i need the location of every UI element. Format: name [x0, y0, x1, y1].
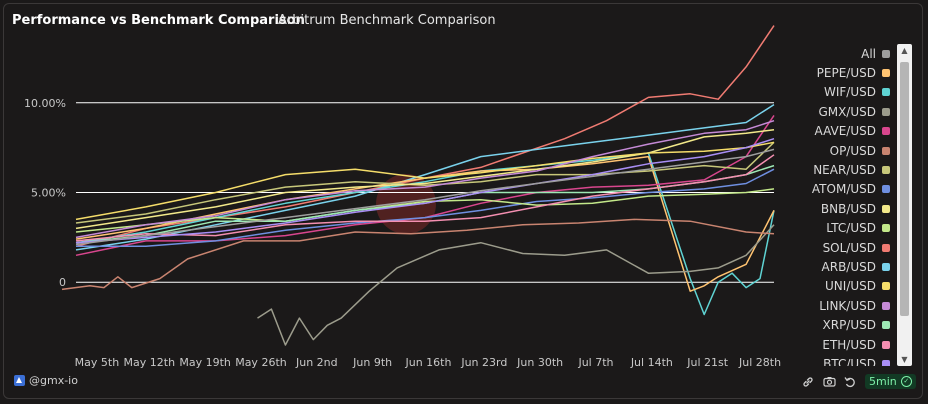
legend-swatch	[882, 282, 890, 291]
legend-swatch	[882, 262, 890, 271]
legend-item-op-usd[interactable]: OP/USD	[780, 141, 894, 160]
legend-item-sol-usd[interactable]: SOL/USD	[780, 238, 894, 257]
legend-item-near-usd[interactable]: NEAR/USD	[780, 160, 894, 179]
legend-label: NEAR/USD	[813, 163, 876, 178]
series-line-ltc-usd[interactable]	[75, 188, 775, 233]
legend-label: BNB/USD	[820, 201, 876, 216]
legend-label: BTC/USD	[823, 356, 876, 366]
series-line-arb-usd[interactable]	[75, 103, 775, 251]
link-icon[interactable]	[800, 375, 816, 389]
legend-swatch	[882, 166, 890, 175]
y-tick-label: 0	[59, 276, 66, 289]
x-tick-label: May 26th	[235, 356, 287, 369]
legend-swatch	[882, 204, 890, 213]
series-line-atom-usd[interactable]	[76, 168, 775, 248]
legend-item-atom-usd[interactable]: ATOM/USD	[780, 180, 894, 199]
series-line-link-usd[interactable]	[75, 119, 775, 239]
legend-item-uni-usd[interactable]: UNI/USD	[780, 277, 894, 296]
x-tick-label: Jun 16th	[405, 356, 452, 369]
legend-item-gmx-usd[interactable]: GMX/USD	[780, 102, 894, 121]
camera-icon[interactable]	[821, 375, 837, 389]
legend-label: LTC/USD	[826, 221, 876, 236]
legend-swatch	[882, 107, 890, 116]
y-tick-label: 10.00%	[24, 97, 66, 110]
chart-toolbar: 5min ✓	[800, 374, 916, 389]
legend-label: ARB/USD	[821, 259, 876, 274]
legend-swatch	[882, 185, 890, 194]
scroll-thumb[interactable]	[900, 62, 909, 316]
x-tick-label: Jun 23rd	[460, 356, 507, 369]
legend-item-arb-usd[interactable]: ARB/USD	[780, 257, 894, 276]
series-line-all[interactable]	[75, 148, 775, 246]
legend-swatch	[882, 88, 890, 97]
legend-label: WIF/USD	[824, 85, 876, 100]
legend-item-eth-usd[interactable]: ETH/USD	[780, 335, 894, 354]
brand-handle: @gmx-io	[29, 374, 78, 387]
series-line-bnb-usd[interactable]	[75, 128, 775, 230]
series-line-near-usd[interactable]	[75, 141, 775, 224]
legend-item-pepe-usd[interactable]: PEPE/USD	[780, 63, 894, 82]
x-tick-label: May 19th	[179, 356, 231, 369]
legend-swatch	[882, 49, 890, 58]
series-line-gmx-usd[interactable]	[257, 224, 775, 346]
legend-swatch	[882, 301, 890, 310]
series-line-wif-usd[interactable]	[75, 152, 775, 316]
scroll-down-icon[interactable]: ▼	[901, 355, 908, 364]
legend-swatch	[882, 127, 890, 136]
refresh-interval-badge[interactable]: 5min ✓	[865, 374, 916, 389]
x-tick-label: Jul 14th	[630, 356, 673, 369]
legend-item-aave-usd[interactable]: AAVE/USD	[780, 122, 894, 141]
series-line-op-usd[interactable]	[61, 218, 775, 291]
legend-label: OP/USD	[829, 143, 876, 158]
chart-subtitle: Arbitrum Benchmark Comparison	[278, 13, 496, 28]
legend-scrollbar[interactable]: ▲ ▼	[897, 44, 912, 366]
chart-title: Performance vs Benchmark Comparison	[12, 13, 305, 28]
legend-label: AAVE/USD	[814, 124, 876, 139]
legend-label: UNI/USD	[825, 279, 876, 294]
x-tick-label: Jul 28th	[738, 356, 781, 369]
legend-item-ltc-usd[interactable]: LTC/USD	[780, 219, 894, 238]
undo-icon[interactable]	[842, 375, 858, 389]
x-tick-label: Jun 2nd	[295, 356, 338, 369]
legend-label: LINK/USD	[819, 298, 876, 313]
x-tick-label: Jun 30th	[516, 356, 563, 369]
x-tick-label: Jun 9th	[352, 356, 392, 369]
series-line-eth-usd[interactable]	[75, 154, 775, 242]
legend-swatch	[882, 340, 890, 349]
legend-item-bnb-usd[interactable]: BNB/USD	[780, 199, 894, 218]
legend-label: All	[861, 46, 876, 61]
x-tick-label: May 5th	[75, 356, 120, 369]
series-line-uni-usd[interactable]	[75, 141, 775, 221]
legend-swatch	[882, 146, 890, 155]
brand-logo-icon	[14, 375, 25, 386]
legend-swatch	[882, 224, 890, 233]
legend-item-link-usd[interactable]: LINK/USD	[780, 296, 894, 315]
legend-label: XRP/USD	[822, 318, 876, 333]
legend-item-btc-usd[interactable]: BTC/USD	[780, 354, 894, 366]
legend-label: ETH/USD	[822, 337, 876, 352]
check-icon: ✓	[900, 376, 912, 387]
brand[interactable]: @gmx-io	[14, 374, 78, 387]
series-line-btc-usd[interactable]	[75, 137, 775, 244]
series-line-sol-usd[interactable]	[75, 25, 775, 248]
legend-label: SOL/USD	[822, 240, 876, 255]
refresh-interval-label: 5min	[869, 375, 897, 388]
legend-item-xrp-usd[interactable]: XRP/USD	[780, 315, 894, 334]
x-tick-label: Jul 21st	[686, 356, 728, 369]
legend-swatch	[882, 359, 890, 366]
legend-swatch	[882, 321, 890, 330]
y-tick-label: 5.00%	[31, 187, 66, 200]
legend-label: PEPE/USD	[816, 66, 876, 81]
x-tick-label: Jul 7th	[577, 356, 613, 369]
legend: All PEPE/USD WIF/USD GMX/USD AAVE/USD OP/USD N…	[780, 44, 894, 366]
x-tick-label: May 12th	[124, 356, 176, 369]
legend-item-all[interactable]: All	[780, 44, 894, 63]
legend-label: ATOM/USD	[811, 182, 876, 197]
legend-label: GMX/USD	[818, 104, 876, 119]
scroll-up-icon[interactable]: ▲	[901, 46, 908, 55]
legend-swatch	[882, 243, 890, 252]
legend-item-wif-usd[interactable]: WIF/USD	[780, 83, 894, 102]
legend-swatch	[882, 69, 890, 78]
